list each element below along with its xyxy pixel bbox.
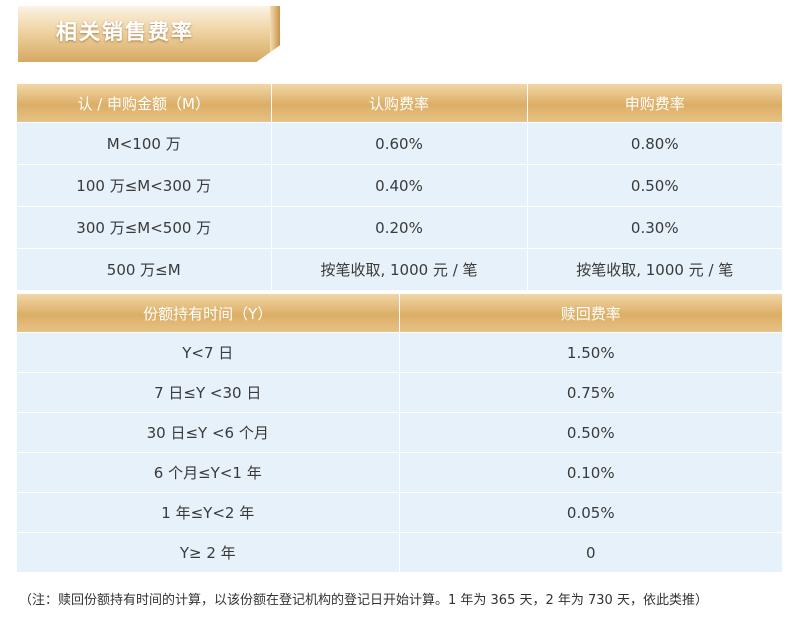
section-title-banner: 相关销售费率 (18, 6, 280, 62)
purchase-rate-cell: 0.50% (527, 164, 782, 207)
redemption-rate-cell: 0.50% (399, 412, 782, 453)
header-redemption-rate: 赎回费率 (399, 294, 782, 333)
table-header-row: 认 / 申购金额（M） 认购费率 申购费率 (17, 84, 782, 123)
table-row: 500 万≤M 按笔收取, 1000 元 / 笔 按笔收取, 1000 元 / … (17, 248, 782, 291)
amount-cell: 100 万≤M<300 万 (17, 164, 272, 207)
purchase-rate-cell: 按笔收取, 1000 元 / 笔 (527, 248, 782, 291)
table-row: 100 万≤M<300 万 0.40% 0.50% (17, 164, 782, 207)
redemption-rate-cell: 0.75% (399, 372, 782, 413)
redemption-rate-cell: 0 (399, 532, 782, 573)
subscription-rate-cell: 按笔收取, 1000 元 / 笔 (271, 248, 528, 291)
holding-period-cell: 7 日≤Y <30 日 (17, 372, 400, 413)
header-subscription-rate: 认购费率 (271, 84, 528, 123)
table-row: 6 个月≤Y<1 年 0.10% (17, 452, 782, 493)
purchase-rate-cell: 0.80% (527, 122, 782, 165)
table-header-row: 份额持有时间（Y） 赎回费率 (17, 294, 782, 333)
redemption-rate-cell: 1.50% (399, 332, 782, 373)
table-row: 1 年≤Y<2 年 0.05% (17, 492, 782, 533)
header-amount: 认 / 申购金额（M） (17, 84, 272, 123)
amount-cell: 500 万≤M (17, 248, 272, 291)
footnote: （注：赎回份额持有时间的计算，以该份额在登记机构的登记日开始计算。1 年为 36… (19, 593, 708, 608)
header-holding-period: 份额持有时间（Y） (17, 294, 400, 333)
table-row: Y<7 日 1.50% (17, 332, 782, 373)
table-row: M<100 万 0.60% 0.80% (17, 122, 782, 165)
redemption-fee-table: 份额持有时间（Y） 赎回费率 Y<7 日 1.50% 7 日≤Y <30 日 0… (17, 294, 782, 573)
table-row: Y≥ 2 年 0 (17, 532, 782, 573)
holding-period-cell: 30 日≤Y <6 个月 (17, 412, 400, 453)
table-row: 7 日≤Y <30 日 0.75% (17, 372, 782, 413)
amount-cell: 300 万≤M<500 万 (17, 206, 272, 249)
redemption-rate-cell: 0.10% (399, 452, 782, 493)
purchase-rate-cell: 0.30% (527, 206, 782, 249)
holding-period-cell: 6 个月≤Y<1 年 (17, 452, 400, 493)
holding-period-cell: Y≥ 2 年 (17, 532, 400, 573)
redemption-rate-cell: 0.05% (399, 492, 782, 533)
header-purchase-rate: 申购费率 (527, 84, 782, 123)
subscription-fee-table: 认 / 申购金额（M） 认购费率 申购费率 M<100 万 0.60% 0.80… (17, 84, 782, 291)
subscription-rate-cell: 0.60% (271, 122, 528, 165)
banner-fold (270, 6, 280, 62)
table-row: 300 万≤M<500 万 0.20% 0.30% (17, 206, 782, 249)
subscription-rate-cell: 0.40% (271, 164, 528, 207)
table-row: 30 日≤Y <6 个月 0.50% (17, 412, 782, 453)
amount-cell: M<100 万 (17, 122, 272, 165)
holding-period-cell: 1 年≤Y<2 年 (17, 492, 400, 533)
holding-period-cell: Y<7 日 (17, 332, 400, 373)
subscription-rate-cell: 0.20% (271, 206, 528, 249)
section-title: 相关销售费率 (56, 20, 194, 44)
